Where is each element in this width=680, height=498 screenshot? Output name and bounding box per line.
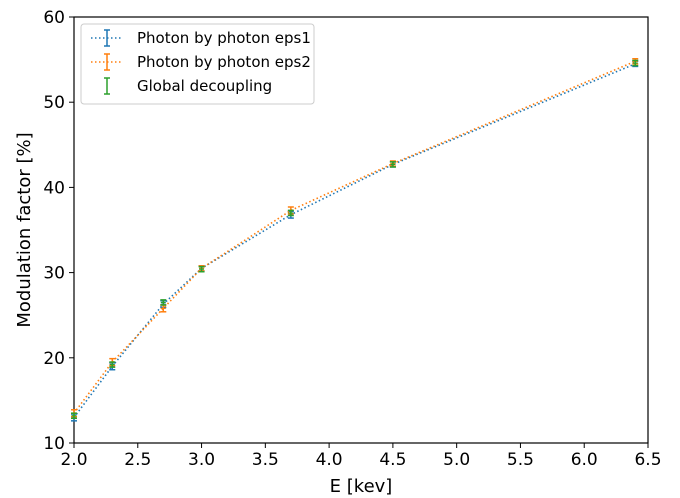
y-tick-label: 60 — [43, 8, 65, 28]
legend-item: Photon by photon eps1 — [91, 29, 311, 47]
y-axis-ticks: 10 20 30 40 50 60 — [43, 8, 74, 454]
x-tick-label: 3.5 — [252, 450, 279, 470]
y-tick-label: 10 — [43, 434, 65, 454]
y-tick-label: 40 — [43, 178, 65, 198]
legend-item: Photon by photon eps2 — [91, 53, 311, 71]
series-global-decoupling — [71, 59, 639, 420]
legend-label: Global decoupling — [137, 77, 272, 95]
y-tick-label: 50 — [43, 93, 65, 113]
plot-frame — [73, 16, 649, 444]
x-tick-label: 3.0 — [188, 450, 215, 470]
x-tick-label: 4.5 — [379, 450, 406, 470]
x-tick-label: 2.0 — [60, 450, 87, 470]
legend-label: Photon by photon eps1 — [137, 29, 311, 47]
series-line — [73, 63, 636, 418]
y-tick-label: 20 — [43, 349, 65, 369]
legend: Photon by photon eps1 Photon by photon ep… — [80, 23, 315, 105]
x-tick-label: 2.5 — [124, 450, 151, 470]
legend-box — [80, 23, 315, 105]
x-tick-label: 6.5 — [634, 450, 661, 470]
series-line — [73, 60, 636, 414]
x-tick-label: 5.0 — [443, 450, 470, 470]
y-axis-label: Modulation factor [%] — [14, 132, 35, 327]
x-tick-label: 5.5 — [507, 450, 534, 470]
series-layer — [71, 57, 639, 422]
y-tick-label: 30 — [43, 264, 65, 284]
x-tick-label: 6.0 — [571, 450, 598, 470]
x-tick-label: 4.0 — [316, 450, 343, 470]
legend-items: Photon by photon eps1 Photon by photon ep… — [91, 29, 311, 95]
series-photon-by-photon-eps1 — [71, 60, 639, 422]
legend-item: Global decoupling — [104, 77, 272, 95]
x-axis-label: E [kev] — [330, 476, 393, 497]
series-photon-by-photon-eps2 — [71, 57, 639, 418]
legend-label: Photon by photon eps2 — [137, 53, 311, 71]
x-axis-ticks: 2.0 2.5 3.0 3.5 4.0 4.5 5.0 5.5 6.0 6.5 — [60, 443, 662, 470]
